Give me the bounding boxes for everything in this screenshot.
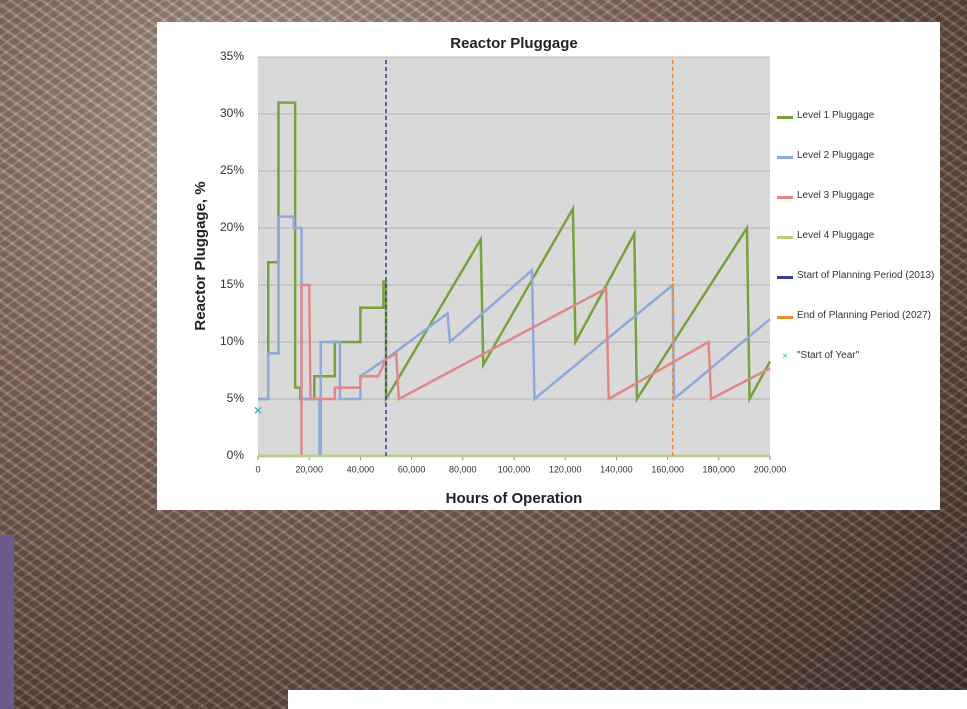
y-tick-label: 30% — [220, 106, 244, 120]
legend-label: Start of Planning Period (2013) — [797, 270, 934, 281]
x-tick-label: 40,000 — [347, 464, 375, 474]
y-axis-title: Reactor Pluggage, % — [192, 181, 209, 330]
x-tick-label: 0 — [255, 464, 260, 474]
legend-entry: Start of Planning Period (2013) — [777, 270, 937, 310]
chart-title: Reactor Pluggage — [450, 35, 578, 52]
page: Reactor Pluggage Hours of Operation Reac… — [0, 0, 967, 709]
x-tick-label: 180,000 — [703, 464, 736, 474]
legend-label: "Start of Year" — [797, 350, 859, 361]
legend-label: Level 1 Pluggage — [797, 110, 874, 121]
x-tick-label: 100,000 — [498, 464, 531, 474]
legend-swatch — [777, 116, 793, 119]
chart-panel: Reactor Pluggage Hours of Operation Reac… — [157, 22, 940, 510]
legend-entry: Level 2 Pluggage — [777, 150, 937, 190]
legend-entry: Level 4 Pluggage — [777, 230, 937, 270]
legend: Level 1 Pluggage Level 2 Pluggage Level 3 … — [777, 110, 937, 390]
legend-swatch — [777, 276, 793, 279]
legend-swatch — [777, 236, 793, 239]
legend-label: Level 2 Pluggage — [797, 150, 874, 161]
y-tick-label: 15% — [220, 277, 244, 291]
legend-entry: Level 3 Pluggage — [777, 190, 937, 230]
legend-label: Level 3 Pluggage — [797, 190, 874, 201]
x-axis-title: Hours of Operation — [446, 490, 583, 507]
y-tick-label: 5% — [227, 391, 245, 405]
legend-entry: Level 1 Pluggage — [777, 110, 937, 150]
legend-swatch: × — [777, 350, 793, 364]
legend-swatch — [777, 156, 793, 159]
legend-label: End of Planning Period (2027) — [797, 310, 931, 321]
legend-swatch — [777, 196, 793, 199]
y-tick-label: 10% — [220, 334, 244, 348]
x-tick-label: 140,000 — [600, 464, 633, 474]
legend-swatch — [777, 316, 793, 319]
y-tick-label: 0% — [227, 448, 245, 462]
x-tick-label: 20,000 — [295, 464, 323, 474]
legend-label: Level 4 Pluggage — [797, 230, 874, 241]
x-tick-label: 80,000 — [449, 464, 477, 474]
x-tick-label: 160,000 — [651, 464, 684, 474]
x-tick-label: 200,000 — [754, 464, 787, 474]
x-tick-label: 120,000 — [549, 464, 582, 474]
white-panel — [288, 690, 967, 709]
photo-edge — [0, 535, 14, 709]
y-tick-label: 25% — [220, 163, 244, 177]
legend-entry: End of Planning Period (2027) — [777, 310, 937, 350]
y-tick-label: 35% — [220, 49, 244, 63]
x-tick-label: 60,000 — [398, 464, 426, 474]
y-tick-label: 20% — [220, 220, 244, 234]
legend-entry: × "Start of Year" — [777, 350, 937, 390]
